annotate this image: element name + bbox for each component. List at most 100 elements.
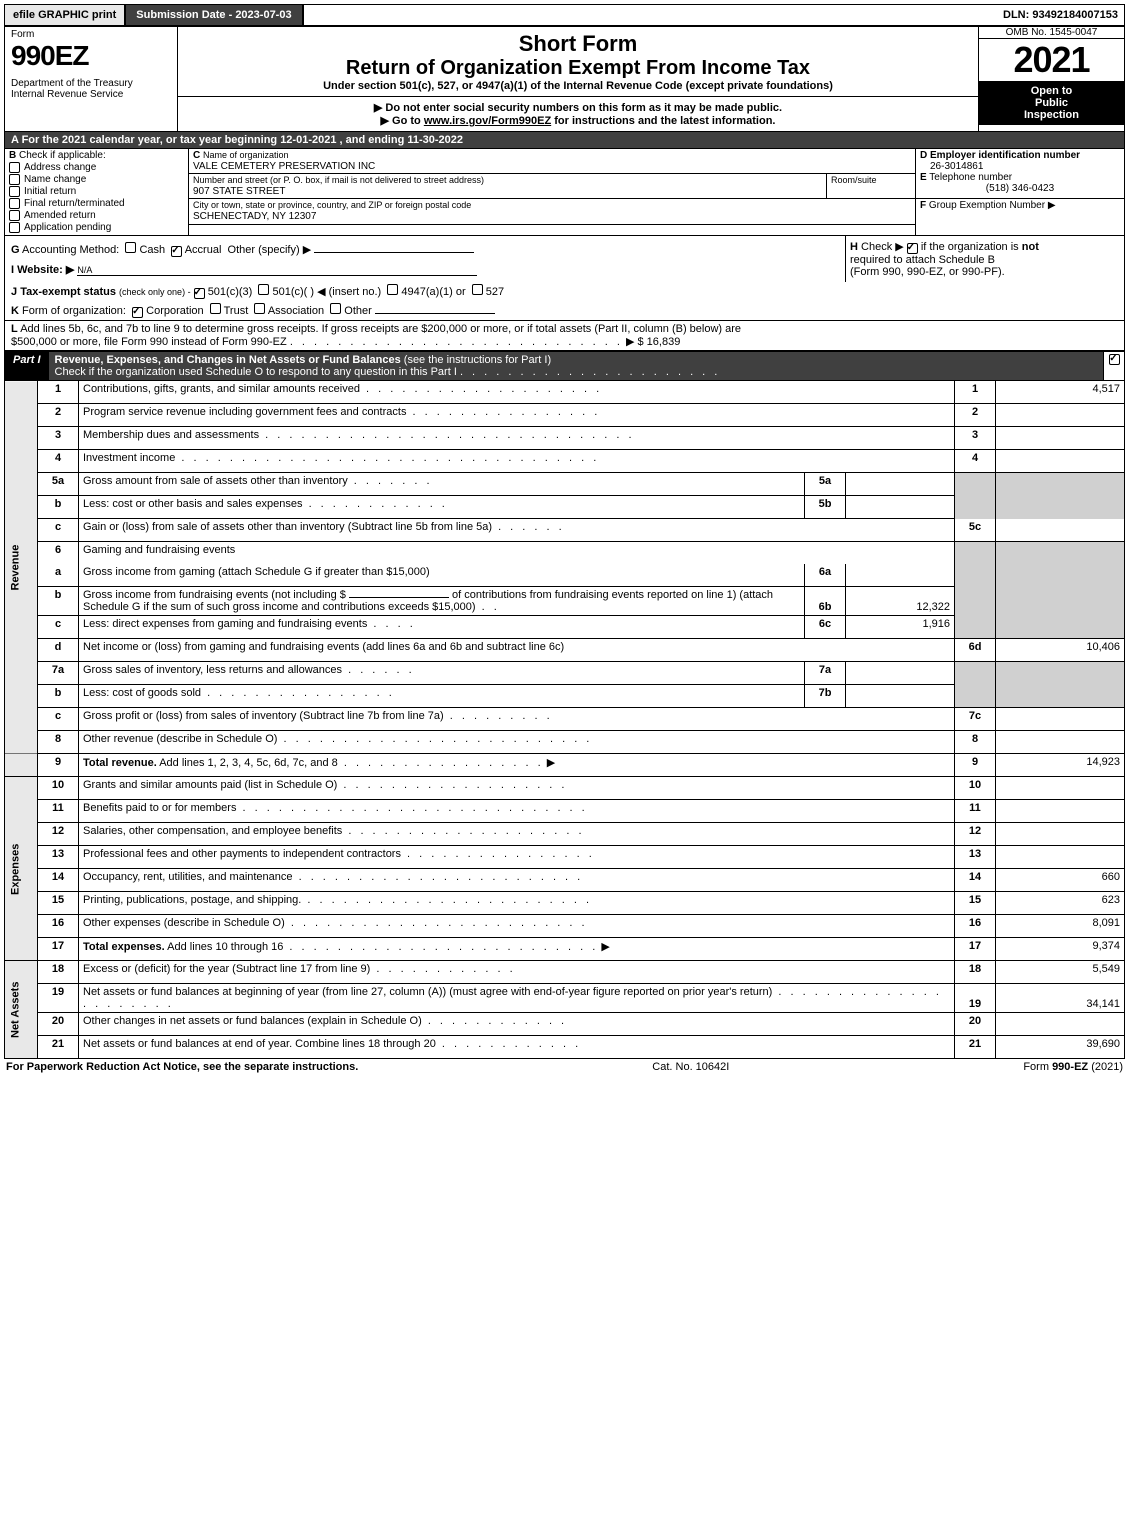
part1-checkbox[interactable]	[1103, 352, 1124, 380]
line-2: Program service revenue including govern…	[79, 404, 955, 427]
rnum-6c-grey	[955, 616, 996, 639]
chk-501c3[interactable]	[194, 288, 205, 299]
tel-val: (518) 346-0423	[920, 183, 1120, 194]
ln-19: 19	[38, 984, 79, 1013]
line-6c: Less: direct expenses from gaming and fu…	[79, 616, 805, 639]
line-15: Printing, publications, postage, and shi…	[79, 892, 955, 915]
footer-left: For Paperwork Reduction Act Notice, see …	[6, 1061, 358, 1073]
lbl-cash: Cash	[139, 244, 165, 256]
section-l: L Add lines 5b, 6c, and 7b to line 9 to …	[4, 321, 1125, 351]
chk-cash[interactable]	[125, 242, 136, 253]
street-lbl: Number and street (or P. O. box, if mail…	[193, 175, 484, 185]
part1-title: Revenue, Expenses, and Changes in Net As…	[49, 352, 1103, 380]
rnum-12: 12	[955, 823, 996, 846]
chk-amended[interactable]	[9, 210, 20, 221]
rnum-8: 8	[955, 731, 996, 754]
j-sub: (check only one) -	[119, 287, 191, 297]
mid-7b: 7b	[805, 685, 846, 708]
open-line1: Open to	[981, 85, 1122, 97]
rval-8	[996, 731, 1125, 754]
rnum-9: 9	[955, 754, 996, 777]
chk-other-org[interactable]	[330, 303, 341, 314]
lbl-501c3: 501(c)(3)	[208, 286, 253, 298]
midval-7b	[846, 685, 955, 708]
line-13: Professional fees and other payments to …	[79, 846, 955, 869]
ln-16: 16	[38, 915, 79, 938]
rnum-5b-grey	[955, 496, 996, 519]
rval-3	[996, 427, 1125, 450]
lbl-initial: Initial return	[24, 186, 76, 197]
chk-name[interactable]	[9, 174, 20, 185]
line-16: Other expenses (describe in Schedule O) …	[79, 915, 955, 938]
ln-14: 14	[38, 869, 79, 892]
g-label: G	[11, 244, 20, 256]
ln-7a: 7a	[38, 662, 79, 685]
form-center: Short Form Return of Organization Exempt…	[178, 27, 979, 97]
rval-6b-grey	[996, 587, 1125, 616]
ln-10: 10	[38, 777, 79, 800]
rval-5a-grey	[996, 473, 1125, 496]
c-name-lbl: Name of organization	[203, 150, 289, 160]
section-b: B Check if applicable: Address change Na…	[5, 149, 189, 236]
ln-7b: b	[38, 685, 79, 708]
chk-corp[interactable]	[132, 307, 143, 318]
h-text2: if the organization is	[921, 241, 1019, 253]
instr-pre: ▶ Go to	[381, 115, 424, 127]
footer-right-post: (2021)	[1088, 1061, 1123, 1073]
section-a: A For the 2021 calendar year, or tax yea…	[4, 132, 1125, 148]
line-21: Net assets or fund balances at end of ye…	[79, 1036, 955, 1059]
rval-10	[996, 777, 1125, 800]
rnum-20: 20	[955, 1013, 996, 1036]
short-form-label: Short Form	[184, 31, 972, 57]
line-9: Total revenue. Add lines 1, 2, 3, 4, 5c,…	[79, 754, 955, 777]
rnum-5a-grey	[955, 473, 996, 496]
chk-trust[interactable]	[210, 303, 221, 314]
top-bar: efile GRAPHIC print Submission Date - 20…	[4, 4, 1125, 26]
line-6a: Gross income from gaming (attach Schedul…	[79, 564, 805, 587]
part1-check-line: Check if the organization used Schedule …	[55, 366, 457, 378]
chk-assoc[interactable]	[254, 303, 265, 314]
footer-cat: Cat. No. 10642I	[652, 1061, 729, 1073]
rnum-7b-grey	[955, 685, 996, 708]
rnum-14: 14	[955, 869, 996, 892]
line-7b: Less: cost of goods sold . . . . . . . .…	[79, 685, 805, 708]
form-number: 990EZ	[11, 40, 171, 72]
part1-header: Part I Revenue, Expenses, and Changes in…	[4, 351, 1125, 381]
chk-accrual[interactable]	[171, 246, 182, 257]
rval-19: 34,141	[996, 984, 1125, 1013]
chk-application[interactable]	[9, 222, 20, 233]
rnum-6a-grey	[955, 564, 996, 587]
line-7a: Gross sales of inventory, less returns a…	[79, 662, 805, 685]
chk-initial[interactable]	[9, 186, 20, 197]
rval-16: 8,091	[996, 915, 1125, 938]
chk-527[interactable]	[472, 284, 483, 295]
ln-6: 6	[38, 542, 79, 565]
ln-5b: b	[38, 496, 79, 519]
chk-address[interactable]	[9, 162, 20, 173]
rval-6d: 10,406	[996, 639, 1125, 662]
e-label: E	[920, 172, 927, 183]
chk-final[interactable]	[9, 198, 20, 209]
chk-501c[interactable]	[258, 284, 269, 295]
h-label: H	[850, 241, 858, 253]
chk-4947[interactable]	[387, 284, 398, 295]
chk-schedule-b[interactable]	[907, 243, 918, 254]
spacer	[189, 225, 916, 236]
lbl-trust: Trust	[224, 305, 249, 317]
k-text: Form of organization:	[22, 305, 126, 317]
rnum-3: 3	[955, 427, 996, 450]
side-expenses: Expenses	[5, 777, 38, 961]
rnum-11: 11	[955, 800, 996, 823]
midval-6c: 1,916	[846, 616, 955, 639]
under-section: Under section 501(c), 527, or 4947(a)(1)…	[184, 80, 972, 92]
rval-7c	[996, 708, 1125, 731]
rnum-13: 13	[955, 846, 996, 869]
ln-6a: a	[38, 564, 79, 587]
other-line[interactable]	[314, 252, 474, 253]
efile-link[interactable]: efile GRAPHIC print	[5, 5, 126, 25]
lbl-accrual: Accrual	[185, 244, 222, 256]
section-c-street: Number and street (or P. O. box, if mail…	[189, 174, 827, 199]
other-org-line[interactable]	[375, 313, 495, 314]
d-label: D	[920, 150, 927, 161]
irs-link[interactable]: www.irs.gov/Form990EZ	[424, 115, 551, 127]
